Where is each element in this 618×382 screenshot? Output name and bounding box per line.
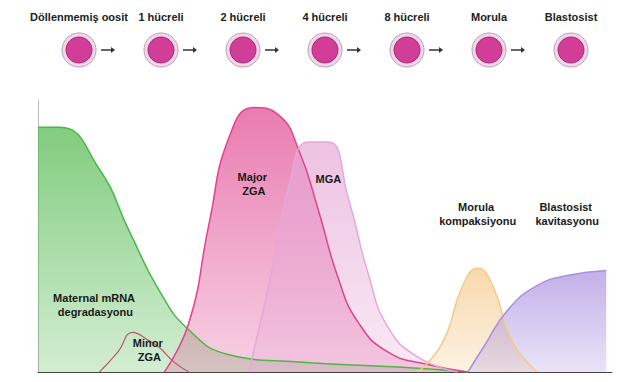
svg-text:ZGA: ZGA	[242, 185, 265, 197]
svg-text:Maternal mRNA: Maternal mRNA	[53, 292, 138, 304]
svg-text:Morula: Morula	[458, 201, 497, 213]
svg-text:ZGA: ZGA	[138, 351, 161, 363]
svg-text:Döllenmemiş oosit: Döllenmemiş oosit	[30, 11, 128, 23]
svg-text:1 hücreli: 1 hücreli	[138, 11, 183, 23]
svg-text:MGA: MGA	[316, 173, 342, 185]
svg-text:Minor: Minor	[133, 337, 166, 349]
svg-text:Blastosist: Blastosist	[539, 201, 595, 213]
svg-text:Major: Major	[238, 171, 270, 183]
svg-text:kompaksiyonu: kompaksiyonu	[439, 215, 516, 227]
svg-text:degradasyonu: degradasyonu	[58, 306, 133, 318]
svg-text:Blastosist: Blastosist	[545, 11, 598, 23]
svg-text:2 hücreli: 2 hücreli	[220, 11, 265, 23]
svg-text:8 hücreli: 8 hücreli	[384, 11, 429, 23]
svg-text:4 hücreli: 4 hücreli	[302, 11, 347, 23]
svg-text:Morula: Morula	[471, 11, 508, 23]
svg-text:kavitasyonu: kavitasyonu	[535, 215, 599, 227]
